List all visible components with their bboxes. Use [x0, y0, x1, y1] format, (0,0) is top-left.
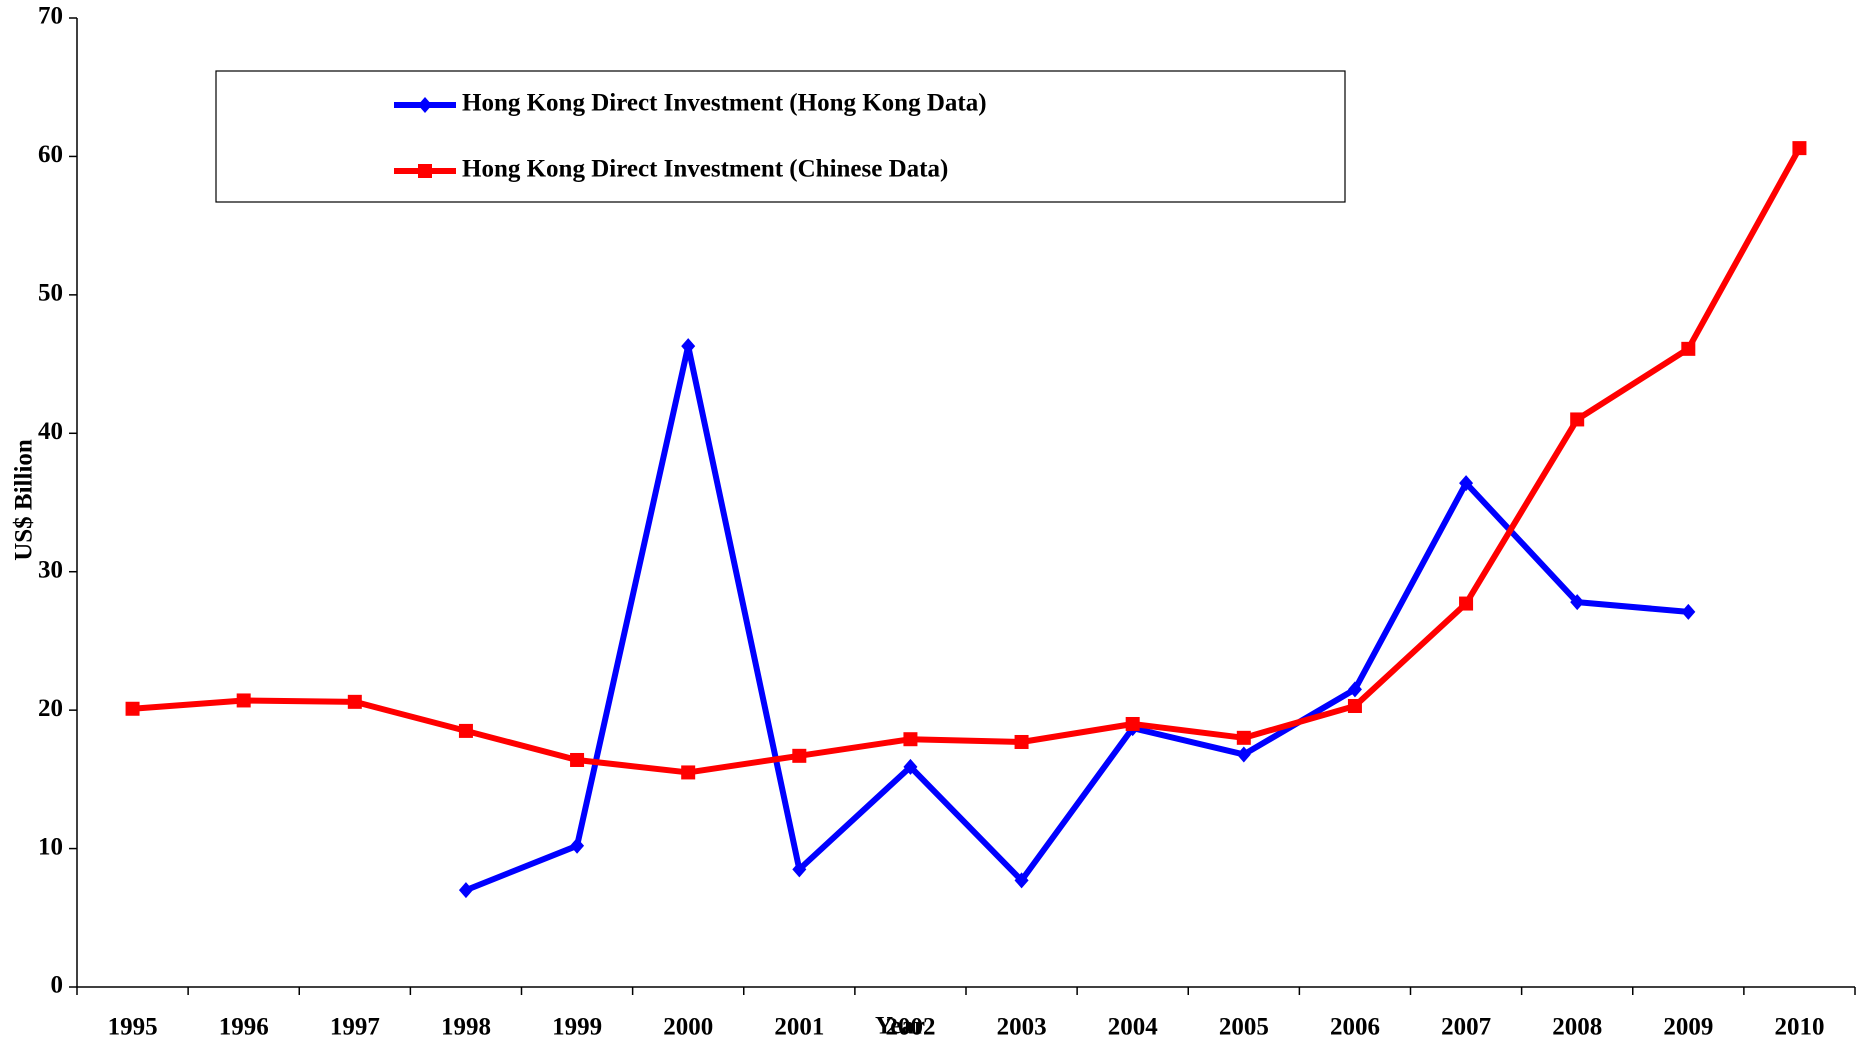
marker	[1570, 412, 1585, 427]
marker	[1459, 475, 1474, 492]
marker	[1125, 716, 1140, 731]
series-line	[464, 343, 1689, 893]
y-tick-label: 60	[38, 141, 63, 168]
y-tick-label: 70	[38, 3, 63, 30]
marker	[1014, 734, 1029, 749]
marker	[125, 701, 140, 716]
marker	[681, 765, 696, 780]
x-tick-label: 2002	[885, 1014, 935, 1041]
x-tick-label: 2009	[1663, 1014, 1713, 1041]
y-tick-label: 30	[38, 556, 63, 583]
marker	[681, 338, 696, 355]
y-axis-label: US$ Billion	[11, 439, 38, 561]
y-tick-label: 40	[38, 418, 63, 445]
y-tick-label: 0	[51, 972, 64, 999]
series-line	[132, 146, 1803, 776]
marker	[792, 861, 807, 878]
x-tick-label: 1999	[552, 1014, 602, 1041]
marker	[347, 694, 362, 709]
marker	[1681, 341, 1696, 356]
legend-marker	[418, 164, 432, 178]
x-tick-label: 2005	[1219, 1014, 1269, 1041]
x-tick-label: 2007	[1441, 1014, 1491, 1041]
legend-label: Hong Kong Direct Investment (Chinese Dat…	[462, 156, 948, 183]
x-tick-label: 1996	[219, 1014, 269, 1041]
y-tick-label: 20	[38, 695, 63, 722]
marker	[1459, 596, 1474, 611]
x-tick-label: 2001	[774, 1014, 824, 1041]
legend-marker	[418, 97, 432, 113]
marker	[1681, 603, 1696, 620]
marker	[570, 837, 585, 854]
marker	[458, 723, 473, 738]
marker	[1792, 141, 1807, 156]
marker	[570, 752, 585, 767]
marker	[1014, 872, 1029, 889]
marker	[792, 748, 807, 763]
x-tick-label: 1998	[441, 1014, 491, 1041]
marker	[1236, 746, 1251, 763]
x-tick-label: 2006	[1330, 1014, 1380, 1041]
legend-label: Hong Kong Direct Investment (Hong Kong D…	[462, 90, 987, 117]
x-tick-label: 2003	[997, 1014, 1047, 1041]
marker	[1236, 730, 1251, 745]
marker	[1570, 594, 1585, 611]
x-tick-label: 2010	[1774, 1014, 1824, 1041]
legend-box	[215, 70, 1346, 203]
x-tick-label: 2004	[1108, 1014, 1159, 1041]
x-tick-label: 2000	[663, 1014, 713, 1041]
y-tick-label: 50	[38, 280, 63, 307]
marker	[236, 693, 251, 708]
marker	[903, 732, 918, 747]
x-axis-label: Year	[875, 1013, 925, 1040]
x-tick-label: 1997	[330, 1014, 380, 1041]
y-tick-label: 10	[38, 833, 63, 860]
marker	[903, 758, 918, 775]
x-tick-label: 1995	[108, 1014, 158, 1041]
marker	[1347, 681, 1362, 698]
marker	[458, 882, 473, 899]
marker	[1347, 698, 1362, 713]
x-tick-label: 2008	[1552, 1014, 1602, 1041]
